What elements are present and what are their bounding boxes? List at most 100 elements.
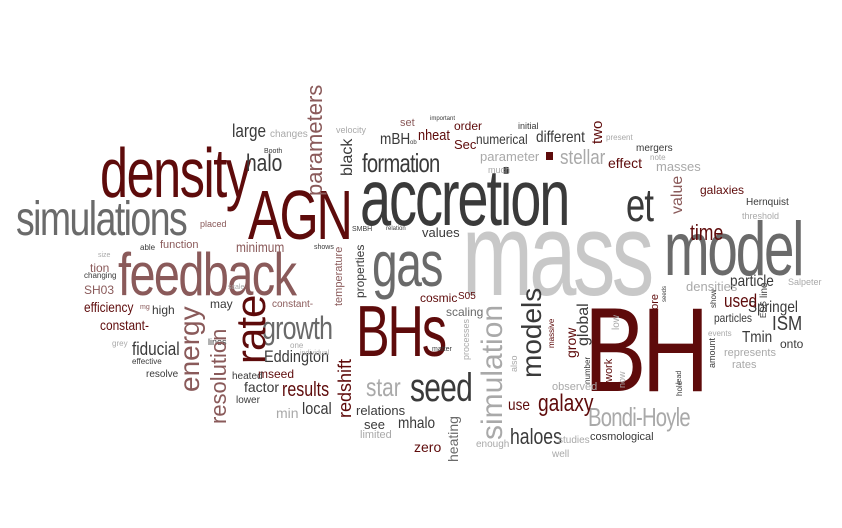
word-fiducial: fiducial	[132, 339, 180, 359]
word-large: large	[232, 121, 267, 141]
word-star: star	[366, 372, 401, 402]
word-changes: changes	[270, 129, 308, 140]
word-line: line	[759, 282, 770, 298]
word-scale: scale	[228, 284, 245, 291]
word-eddington: Eddington	[264, 347, 330, 366]
word-models: models	[516, 287, 547, 378]
word-processes: processes	[461, 318, 471, 360]
word-different: different	[536, 129, 585, 146]
word-lines: lines	[208, 337, 227, 347]
word-feedback: feedback	[118, 241, 297, 308]
word-massive: massive	[547, 318, 556, 348]
word-properties: properties	[353, 244, 367, 298]
word-formation: formation	[362, 148, 440, 178]
word-mhalo: mhalo	[398, 415, 436, 432]
word-lower: lower	[236, 395, 260, 406]
word-threshold: threshold	[742, 211, 780, 221]
word-minimum: minimum	[236, 239, 285, 255]
word-springel: Springel	[748, 299, 798, 316]
word-scaling: scaling	[446, 305, 484, 319]
word-factor: factor	[244, 379, 280, 395]
word-values: values	[422, 225, 460, 240]
word-square-mark	[546, 152, 553, 160]
word-effect: effect	[608, 155, 642, 171]
word-mbh: mBH	[380, 131, 411, 148]
word-initial: initial	[518, 121, 539, 131]
word-grow: grow	[563, 327, 579, 358]
word-size: size	[98, 252, 111, 259]
word-sh03: SH03	[84, 283, 115, 297]
word-haloes: haloes	[510, 424, 562, 449]
word-densities: densities	[686, 279, 738, 294]
word-energy: energy	[174, 306, 205, 392]
word-density: density	[100, 134, 251, 212]
word-heating: heating	[445, 416, 461, 462]
word-function: function	[160, 239, 199, 251]
word-local: local	[302, 399, 332, 418]
word-now: now	[617, 371, 627, 388]
word-galaxy: galaxy	[538, 390, 594, 417]
word-value: value	[669, 175, 686, 214]
word-hernquist: Hernquist	[746, 197, 789, 208]
word-also: also	[509, 355, 519, 372]
word-seeds: seeds	[662, 285, 668, 302]
word-et: et	[626, 179, 654, 231]
word-shows: shows	[314, 244, 334, 251]
word-events: events	[708, 329, 732, 338]
word-present: present	[606, 133, 633, 142]
word-see: see	[364, 417, 385, 432]
word-low: low	[611, 314, 622, 330]
word-one: one	[290, 341, 304, 350]
word-rate: rate	[227, 295, 274, 364]
word-mergers: mergers	[636, 143, 673, 154]
word-bhs: BHs	[356, 292, 447, 372]
word-placed: placed	[200, 219, 227, 229]
word-much: much	[488, 165, 511, 175]
word-work: work	[603, 358, 615, 382]
word-redshift: redshift	[335, 358, 355, 418]
word-simulations: simulations	[16, 193, 188, 246]
word-masses: masses	[656, 159, 701, 174]
word-observed: observed	[552, 381, 598, 393]
word-amount: amount	[707, 337, 717, 368]
word-mseed: mseed	[258, 367, 295, 381]
word-note: note	[650, 153, 666, 162]
word-order: order	[454, 119, 483, 133]
word-important: important	[430, 116, 456, 122]
word-stellar: stellar	[560, 147, 606, 169]
word-bondi-hoyle: Bondi-Hoyle	[588, 402, 691, 432]
word-resolution: resolution	[206, 328, 231, 424]
word-limited: limited	[360, 429, 392, 441]
word-black: black	[339, 138, 356, 176]
word-effective: effective	[132, 357, 162, 366]
word-use: use	[508, 397, 530, 414]
word-well: well	[552, 449, 570, 460]
word-model: model	[664, 207, 804, 292]
word-zero: zero	[414, 439, 442, 455]
word-time: time	[690, 220, 724, 245]
word-numerical: numerical	[476, 131, 528, 147]
word-onto: onto	[780, 337, 804, 351]
word-mass: mass	[462, 189, 654, 321]
word-min: min	[276, 405, 299, 421]
word-results: results	[282, 379, 330, 401]
word-relations: relations	[356, 403, 406, 418]
word-matter: matter	[432, 346, 452, 353]
word-particle: particle	[730, 273, 774, 290]
word-gas: gas	[372, 228, 443, 300]
word-relation: relation	[386, 226, 406, 232]
word-halo: halo	[246, 150, 283, 177]
word-salpeter: Salpeter	[788, 277, 822, 287]
word-s05: S05	[458, 291, 476, 302]
word-parameters: parameters	[302, 84, 327, 196]
word-may: may	[210, 297, 233, 311]
word-cosmic: cosmic	[420, 291, 458, 305]
word-temperature: temperature	[333, 246, 345, 306]
word-represents: represents	[724, 347, 776, 359]
word-eos: EOS	[759, 301, 768, 318]
word-heated: heated	[232, 371, 263, 382]
word-parameter: parameter	[480, 149, 540, 164]
word-used: used	[724, 291, 758, 311]
word-accretion: accretion	[360, 153, 570, 242]
